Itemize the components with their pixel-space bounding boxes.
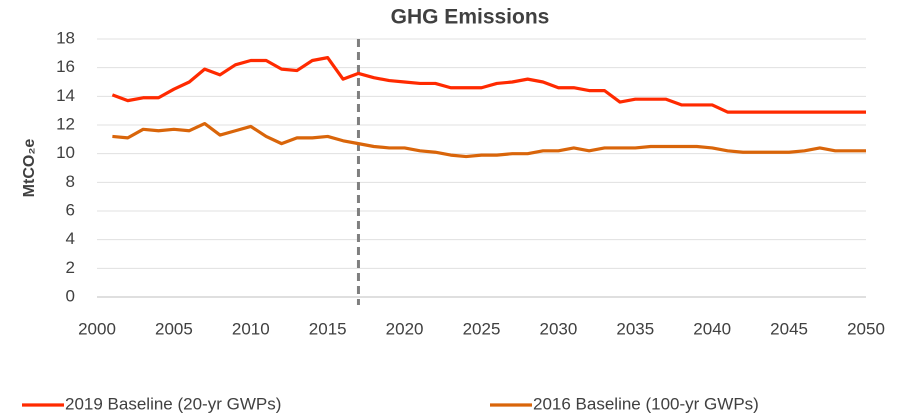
y-tick-label: 6 <box>66 200 75 219</box>
chart-title: GHG Emissions <box>391 6 550 29</box>
series-line <box>112 121 866 159</box>
y-tick-label: 18 <box>56 28 75 47</box>
legend-label: 2019 Baseline (20-yr GWPs) <box>65 394 281 413</box>
y-tick-label: 8 <box>66 172 75 191</box>
x-tick-label: 2005 <box>155 319 193 338</box>
series-line <box>111 56 866 114</box>
y-tick-label: 12 <box>56 114 75 133</box>
x-tick-label: 2015 <box>309 319 347 338</box>
x-tick-label: 2040 <box>693 319 731 338</box>
y-tick-label: 14 <box>56 86 75 105</box>
x-tick-label: 2050 <box>847 319 885 338</box>
x-tick-label: 2000 <box>78 319 116 338</box>
x-tick-label: 2035 <box>616 319 654 338</box>
x-tick-label: 2045 <box>770 319 808 338</box>
y-axis-label: MtCO₂e <box>21 139 38 198</box>
y-tick-label: 10 <box>56 143 75 162</box>
x-tick-label: 2025 <box>463 319 501 338</box>
y-tick-label: 0 <box>66 286 75 305</box>
x-tick-label: 2010 <box>232 319 270 338</box>
y-tick-label: 2 <box>66 258 75 277</box>
x-tick-label: 2030 <box>539 319 577 338</box>
y-tick-label: 4 <box>66 229 75 248</box>
legend-label: 2016 Baseline (100-yr GWPs) <box>533 394 759 413</box>
x-tick-label: 2020 <box>386 319 424 338</box>
y-tick-label: 16 <box>56 57 75 76</box>
